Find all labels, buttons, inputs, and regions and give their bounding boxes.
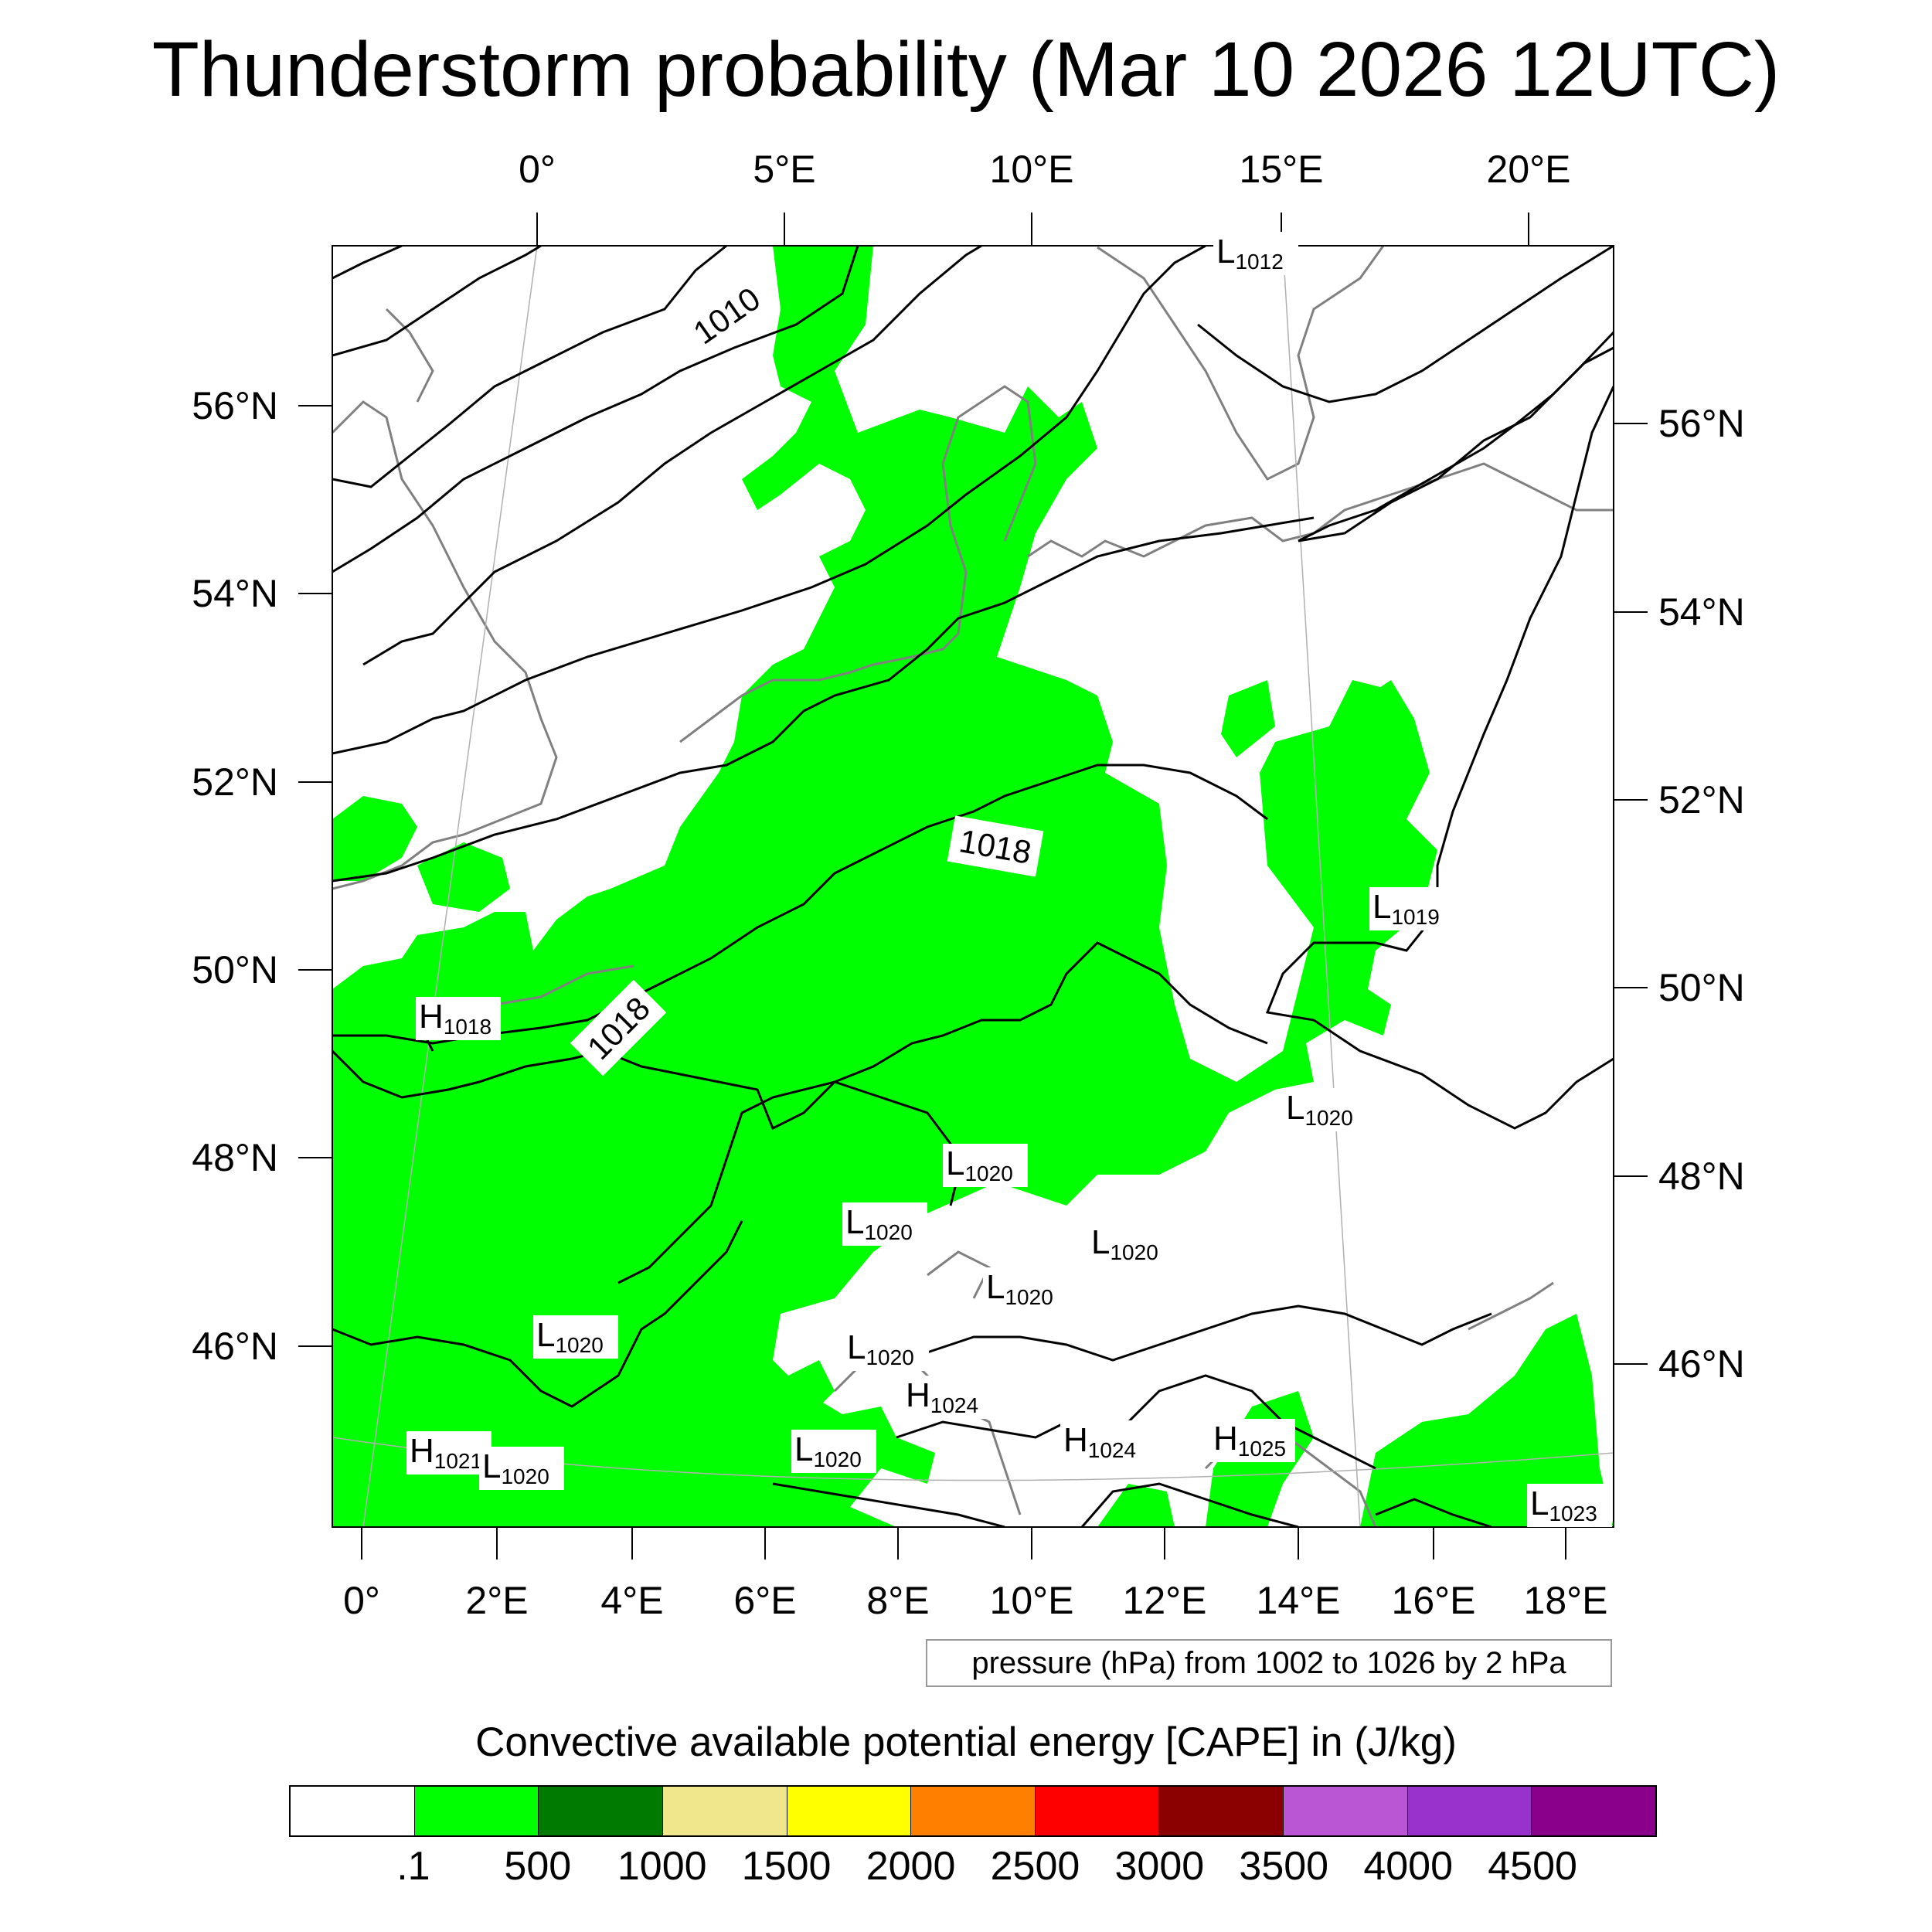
- colorbar-swatch: [1035, 1787, 1160, 1835]
- pressure-center: L1020: [1088, 1223, 1173, 1266]
- colorbar-swatch: [414, 1787, 539, 1835]
- svg-text:L1020: L1020: [986, 1268, 1053, 1309]
- bottom-tick-label: 8°E: [866, 1579, 929, 1622]
- plot-frame: [298, 213, 1648, 1560]
- top-tick-label: 20°E: [1487, 148, 1571, 191]
- colorbar-label: 3500: [1239, 1844, 1329, 1889]
- bottom-tick-label: 6°E: [733, 1579, 796, 1622]
- colorbar-label: 3000: [1114, 1844, 1205, 1889]
- right-tick-label: 48°N: [1658, 1155, 1745, 1198]
- svg-text:L1020: L1020: [794, 1430, 862, 1471]
- top-axis-labels: 0° 5°E 10°E 15°E 20°E: [519, 148, 1570, 191]
- left-tick-label: 54°N: [192, 572, 278, 615]
- pressure-center: H1018: [416, 997, 501, 1040]
- legend-title: Convective available potential energy [C…: [475, 1719, 1457, 1765]
- svg-text:H1021: H1021: [410, 1432, 482, 1473]
- colorbar-swatch: [291, 1787, 415, 1835]
- colorbar-label: 1500: [741, 1844, 832, 1889]
- bottom-tick-label: 14°E: [1257, 1579, 1341, 1622]
- colorbar-label: 2000: [866, 1844, 956, 1889]
- pressure-center: L1020: [943, 1144, 1028, 1187]
- pressure-center: L1020: [533, 1315, 618, 1359]
- left-tick-label: 48°N: [192, 1136, 278, 1179]
- right-tick-label: 50°N: [1658, 966, 1745, 1009]
- right-tick-label: 46°N: [1658, 1342, 1745, 1386]
- cape-colorbar: [289, 1785, 1657, 1837]
- right-tick-label: 54°N: [1658, 590, 1745, 634]
- pressure-contour-note: pressure (hPa) from 1002 to 1026 by 2 hP…: [926, 1639, 1612, 1687]
- svg-text:L1012: L1012: [1216, 233, 1284, 274]
- pressure-center: L1020: [844, 1328, 929, 1371]
- svg-text:L1020: L1020: [845, 1203, 913, 1244]
- left-tick-label: 50°N: [192, 948, 278, 992]
- isobar-layer: [332, 246, 1614, 1527]
- isobar-label: 1018: [947, 815, 1044, 877]
- right-tick-label: 56°N: [1658, 402, 1745, 445]
- pressure-center-labels: L1012 L1019 H1018 L1020 L1020 L1020 L102…: [406, 232, 1612, 1527]
- bottom-axis-labels: 0° 2°E 4°E 6°E 8°E 10°E 12°E 14°E 16°E 1…: [343, 1579, 1607, 1622]
- bottom-tick-label: 12°E: [1123, 1579, 1207, 1622]
- svg-text:L1020: L1020: [482, 1447, 549, 1488]
- svg-text:L1020: L1020: [847, 1328, 914, 1369]
- colorbar-swatch: [662, 1787, 787, 1835]
- pressure-center: L1020: [479, 1447, 564, 1490]
- top-tick-label: 10°E: [990, 148, 1074, 191]
- left-axis-labels: 56°N 54°N 52°N 50°N 48°N 46°N: [192, 384, 278, 1368]
- cape-fill-layer: [332, 246, 1614, 1527]
- bottom-tick-label: 0°: [343, 1579, 380, 1622]
- colorbar-label: 2500: [990, 1844, 1080, 1889]
- left-tick-label: 56°N: [192, 384, 278, 427]
- right-tick-label: 52°N: [1658, 778, 1745, 821]
- colorbar-label: 4000: [1363, 1844, 1454, 1889]
- isobar-label: 1010: [682, 275, 771, 355]
- pressure-center: L1023: [1527, 1484, 1612, 1527]
- bottom-tick-label: 4°E: [600, 1579, 663, 1622]
- svg-text:L1020: L1020: [946, 1145, 1013, 1185]
- left-tick-label: 46°N: [192, 1325, 278, 1368]
- right-axis-labels: 56°N 54°N 52°N 50°N 48°N 46°N: [1658, 402, 1745, 1386]
- bottom-tick-label: 2°E: [465, 1579, 528, 1622]
- bottom-tick-label: 18°E: [1524, 1579, 1608, 1622]
- svg-text:L1023: L1023: [1530, 1485, 1597, 1526]
- svg-text:H1025: H1025: [1213, 1420, 1286, 1461]
- pressure-center: L1020: [842, 1202, 927, 1246]
- map-title: Thunderstorm probability (Mar 10 2026 12…: [151, 26, 1781, 113]
- top-tick-label: 0°: [519, 148, 556, 191]
- colorbar-label: 1000: [617, 1844, 707, 1889]
- colorbar-swatch: [911, 1787, 1036, 1835]
- svg-text:L1020: L1020: [1091, 1223, 1158, 1264]
- colorbar-swatch: [1532, 1787, 1656, 1835]
- pressure-center: L1020: [791, 1430, 876, 1473]
- cape-colorbar-labels: .1 500 1000 1500 2000 2500 3000 3500 4000 4500: [289, 1843, 1657, 1897]
- colorbar-label: .1: [396, 1844, 430, 1889]
- svg-text:L1019: L1019: [1372, 888, 1440, 929]
- colorbar-swatch: [787, 1787, 912, 1835]
- pressure-center: L1019: [1369, 887, 1454, 930]
- svg-text:H1024: H1024: [906, 1376, 978, 1417]
- top-tick-label: 5°E: [753, 148, 815, 191]
- colorbar-swatch: [539, 1787, 663, 1835]
- colorbar-swatch: [1159, 1787, 1284, 1835]
- svg-text:H1018: H1018: [419, 998, 492, 1039]
- colorbar-label: 4500: [1488, 1844, 1577, 1889]
- colorbar-swatch: [1284, 1787, 1408, 1835]
- svg-text:H1024: H1024: [1063, 1421, 1136, 1462]
- pressure-center: L1020: [1283, 1088, 1368, 1131]
- pressure-center: H1025: [1210, 1419, 1295, 1462]
- colorbar-label: 500: [504, 1844, 572, 1889]
- isobar-value-labels: 1010 1018 1018: [570, 275, 1044, 1077]
- pressure-center: L1012: [1213, 232, 1298, 275]
- pressure-center: L1020: [983, 1267, 1068, 1311]
- pressure-center: H1021: [406, 1431, 492, 1475]
- top-tick-label: 15°E: [1240, 148, 1324, 191]
- left-tick-label: 52°N: [192, 760, 278, 804]
- colorbar-swatch: [1407, 1787, 1532, 1835]
- svg-text:L1020: L1020: [1286, 1089, 1353, 1130]
- bottom-tick-label: 16°E: [1392, 1579, 1476, 1622]
- pressure-center: H1024: [1060, 1420, 1145, 1464]
- svg-text:L1020: L1020: [536, 1316, 604, 1357]
- pressure-center: H1024: [903, 1376, 988, 1419]
- bottom-tick-label: 10°E: [990, 1579, 1074, 1622]
